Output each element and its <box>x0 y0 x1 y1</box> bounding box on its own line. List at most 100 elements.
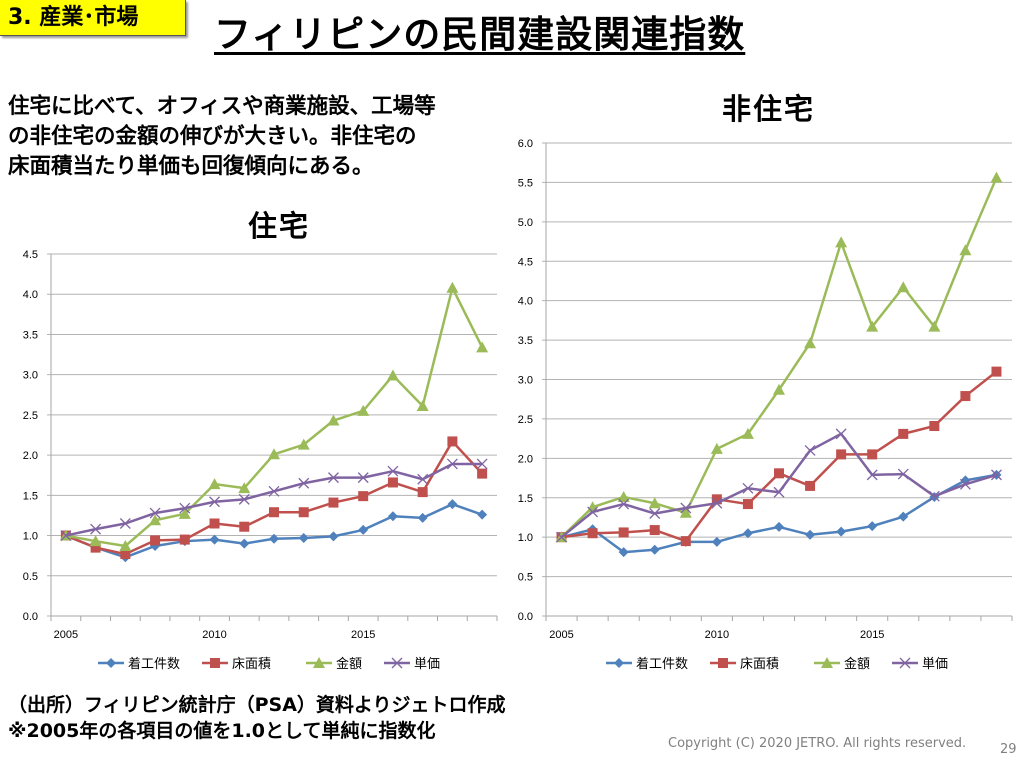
data-point <box>991 366 1002 377</box>
data-point <box>298 532 309 543</box>
chart-title-non-residential: 非住宅 <box>722 92 816 126</box>
data-point <box>649 544 660 555</box>
data-point <box>477 509 488 520</box>
data-point <box>328 497 339 508</box>
y-tick-label: 3.0 <box>23 370 38 382</box>
y-tick-label: 1.5 <box>518 493 533 505</box>
data-point <box>476 341 489 353</box>
chart-title-residential: 住宅 <box>248 209 311 243</box>
data-point <box>990 171 1003 183</box>
data-point <box>991 469 1002 481</box>
data-point <box>618 547 629 558</box>
data-point <box>238 493 250 505</box>
data-point <box>960 391 971 402</box>
data-point <box>959 478 971 490</box>
data-point <box>179 502 191 514</box>
data-point <box>835 428 847 440</box>
data-point <box>149 507 161 519</box>
y-tick-label: 2.0 <box>23 450 38 462</box>
y-tick-label: 4.5 <box>518 256 533 268</box>
y-tick-label: 5.5 <box>518 177 533 189</box>
legend-marker <box>614 658 624 668</box>
legend: 着工件数 床面積 金額 単価 <box>98 656 440 672</box>
data-point <box>417 487 428 498</box>
x-tick-label: 2005 <box>549 629 573 641</box>
data-point <box>417 473 429 485</box>
legend-label: 床面積 <box>740 657 779 672</box>
data-point <box>238 482 251 494</box>
y-tick-label: 1.0 <box>23 531 38 543</box>
data-point <box>929 421 940 432</box>
y-tick-label: 3.5 <box>518 335 533 347</box>
legend-label: 金額 <box>336 656 362 672</box>
data-point <box>773 383 785 395</box>
data-point <box>836 449 847 460</box>
data-point <box>416 400 429 412</box>
data-point <box>774 521 784 532</box>
data-point <box>447 499 458 510</box>
data-point <box>268 448 280 460</box>
data-point <box>446 281 459 293</box>
data-point <box>208 478 221 490</box>
legend-marker <box>313 657 325 668</box>
data-point <box>89 535 102 547</box>
data-point <box>298 507 309 518</box>
x-tick-label: 2010 <box>705 629 729 641</box>
data-point <box>297 438 310 450</box>
data-point <box>742 499 753 510</box>
data-point <box>328 531 339 542</box>
legend-marker <box>821 657 833 668</box>
y-tick-label: 4.5 <box>23 249 38 261</box>
series-triangle <box>59 281 489 552</box>
data-point <box>90 523 102 535</box>
data-point <box>357 404 370 416</box>
data-point <box>178 507 191 519</box>
data-point <box>774 468 784 479</box>
data-point <box>928 320 941 332</box>
data-point <box>446 458 458 470</box>
data-point <box>298 477 310 489</box>
series-square <box>556 366 1002 547</box>
data-point <box>867 449 878 460</box>
data-point <box>417 512 428 523</box>
series-x <box>60 458 488 542</box>
data-point <box>327 414 340 426</box>
data-point <box>387 511 398 522</box>
data-point <box>119 540 132 552</box>
data-point <box>680 502 692 514</box>
data-point <box>476 458 488 470</box>
data-point <box>898 511 909 522</box>
y-tick-label: 5.0 <box>518 217 533 229</box>
series-line <box>560 432 997 539</box>
y-tick-label: 3.0 <box>518 375 533 387</box>
data-point <box>239 538 250 549</box>
data-point <box>711 497 723 509</box>
data-point <box>897 468 909 480</box>
legend-label: 着工件数 <box>636 656 688 672</box>
legend-marker <box>210 658 220 668</box>
data-point <box>387 477 398 488</box>
series-diamond <box>556 469 1002 558</box>
data-point <box>898 428 909 439</box>
data-point <box>742 528 753 539</box>
series-x <box>556 428 1002 543</box>
data-point <box>120 549 131 560</box>
data-point <box>209 534 220 545</box>
legend-marker <box>899 657 911 669</box>
legend-label: 単価 <box>414 656 440 672</box>
data-point <box>867 521 878 532</box>
series-line <box>560 177 998 539</box>
legend-label: 単価 <box>922 656 948 672</box>
data-point <box>386 369 399 381</box>
data-point <box>268 485 280 497</box>
data-point <box>773 486 785 498</box>
series-line <box>561 473 997 554</box>
data-point <box>959 244 972 256</box>
data-point <box>711 494 722 505</box>
page-number: 29 <box>1000 742 1017 757</box>
y-tick-label: 4.0 <box>23 289 38 301</box>
data-point <box>239 521 250 532</box>
summary-text: 住宅に比べて、オフィスや商業施設、工場等 の非住宅の金額の伸びが大きい。非住宅の… <box>8 94 436 179</box>
data-point <box>711 536 722 547</box>
